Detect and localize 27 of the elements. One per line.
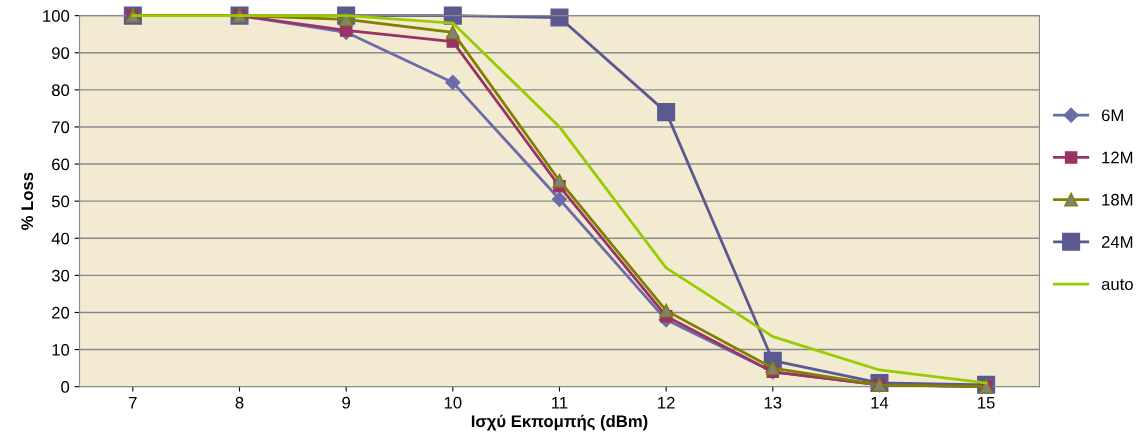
legend-label: 24M [1101,236,1133,248]
legend-label: 12M [1102,151,1133,164]
y-tick-label: 100 [43,10,70,22]
y-tick-label: 20 [52,306,70,319]
x-tick-label: 12 [658,396,675,409]
y-tick-label: 50 [51,195,70,208]
y-tick-label: 10 [52,343,70,356]
x-tick-label: 7 [129,396,137,409]
legend-label: 18M [1102,193,1133,206]
x-tick-label: 14 [871,396,889,409]
x-tick-label: 8 [235,396,244,409]
legend-label: auto [1101,279,1133,291]
y-tick-label: 80 [51,84,70,97]
y-tick-label: 0 [61,381,70,393]
legend-label: 6M [1101,109,1123,122]
y-tick-label: 70 [52,121,70,134]
x-tick-label: 10 [444,396,462,409]
x-tick-label: 11 [552,396,568,409]
y-tick-label: 40 [51,232,70,245]
x-tick-label: 9 [342,396,351,409]
x-tick-label: 15 [978,396,995,409]
y-tick-label: 60 [52,158,70,171]
y-tick-label: 90 [52,47,70,59]
x-axis-title: Ισχύ Εκπομπής (dBm) [471,414,648,431]
x-tick-label: 13 [764,396,782,409]
y-tick-label: 30 [51,269,70,282]
y-axis-title: % Loss [21,172,34,230]
